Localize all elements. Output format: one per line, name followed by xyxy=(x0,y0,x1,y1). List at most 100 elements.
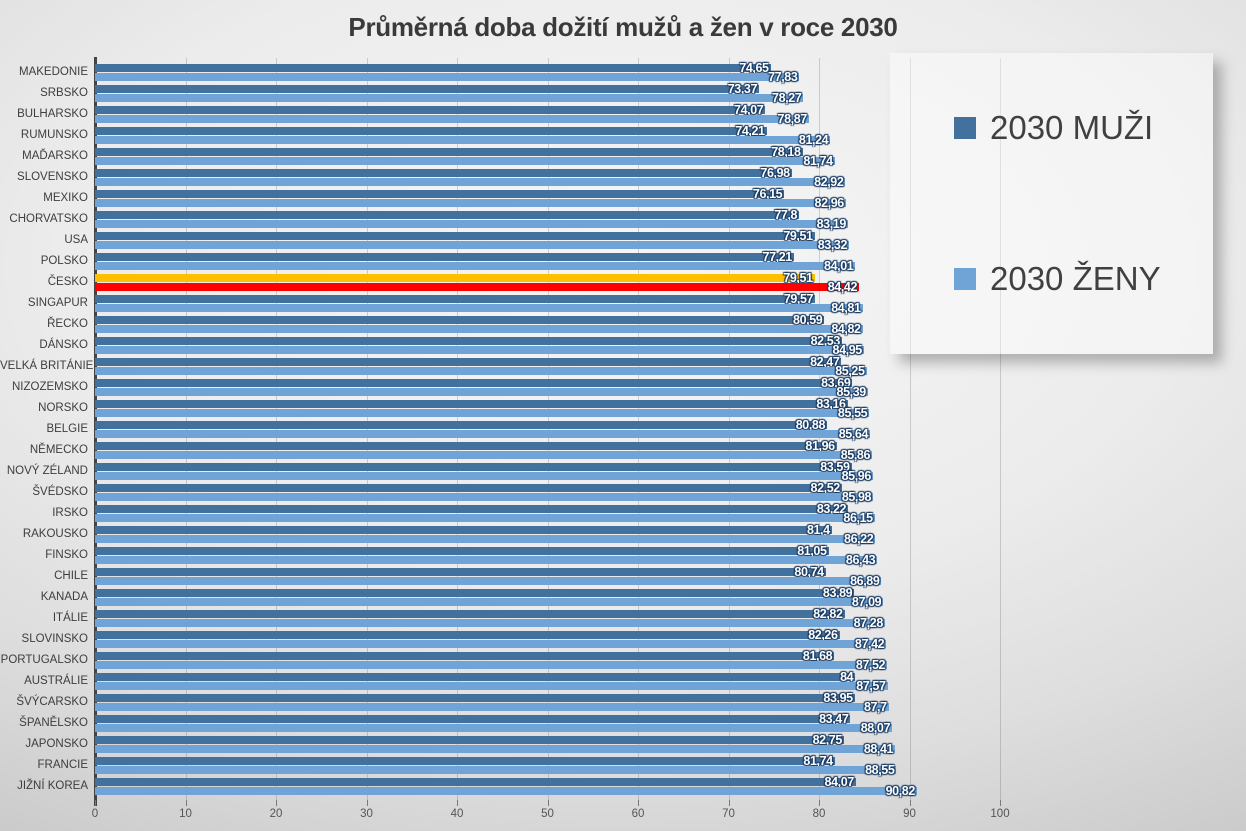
chart-row: POLSKO 77,21 84,01 xyxy=(0,250,1246,273)
bar-value-label: 84,82 xyxy=(831,322,861,336)
category-label: PORTUGALSKO xyxy=(0,654,88,666)
bar-muzi: 80,88 xyxy=(95,418,827,432)
gridline xyxy=(457,58,458,800)
bar-value-label: 76,98 xyxy=(760,166,790,180)
bar-value-label: 82,53 xyxy=(810,334,841,348)
bar-value-label: 88,55 xyxy=(865,763,895,777)
category-label: ŘECKO xyxy=(47,318,88,330)
chart-row: VELKÁ BRITÁNIE 82,47 85,25 xyxy=(0,355,1246,378)
bar-muzi: 77,8 xyxy=(95,208,800,222)
axis-tick-label: 50 xyxy=(541,808,554,820)
chart-row: KANADA 83,89 87,09 xyxy=(0,586,1246,609)
bar-value-label: 83,16 xyxy=(816,397,846,411)
bar-value-label: 83,69 xyxy=(821,376,851,390)
bar-value-label: 84,01 xyxy=(824,259,854,273)
bar-muzi: 83,16 xyxy=(95,397,848,411)
bar-zeny: 86,89 xyxy=(95,574,882,588)
bar-value-label: 79,57 xyxy=(783,292,814,306)
chart-row: JAPONSKO 82,75 88,41 xyxy=(0,733,1246,756)
bar-value-label: 86,89 xyxy=(850,574,880,588)
chart-row: ŠVÉDSKO 82,52 85,98 xyxy=(0,481,1246,504)
category-label: SLOVINSKO xyxy=(21,633,88,645)
bar-zeny: 87,42 xyxy=(95,637,887,651)
category-label: ČESKO xyxy=(47,276,88,288)
bar-zeny: 84,01 xyxy=(95,259,856,273)
bar-value-label: 86,22 xyxy=(844,532,874,546)
category-label: JIŽNÍ KOREA xyxy=(17,780,88,792)
category-label: MAĎARSKO xyxy=(22,150,88,162)
axis-tick-label: 40 xyxy=(450,808,464,820)
chart-row: BELGIE 80,88 85,64 xyxy=(0,418,1246,441)
bar-value-label: 83,95 xyxy=(823,691,853,705)
bar-zeny: 87,7 xyxy=(95,700,889,714)
bar-value-label: 78,27 xyxy=(772,91,802,105)
category-label: NOVÝ ZÉLAND xyxy=(6,465,88,477)
axis-tick xyxy=(185,800,187,806)
category-label: IRSKO xyxy=(52,507,88,519)
chart-row: SLOVENSKO 76,98 82,92 xyxy=(0,166,1246,189)
bar-muzi: 82,26 xyxy=(95,628,840,642)
gridline xyxy=(276,58,277,800)
bar-zeny: 87,09 xyxy=(95,595,884,609)
bar-value-label: 85,64 xyxy=(838,427,869,441)
bar-pair: 81,05 86,43 xyxy=(95,544,1246,567)
bar-zeny: 83,32 xyxy=(95,238,849,252)
bar-pair: 83,95 87,7 xyxy=(95,691,1246,714)
chart-row: IRSKO 83,22 86,15 xyxy=(0,502,1246,525)
bar-value-label: 85,39 xyxy=(836,385,867,399)
bar-pair: 79,51 84,42 xyxy=(95,271,1246,294)
chart-row: FRANCIE 81,74 88,55 xyxy=(0,754,1246,777)
legend-item-zeny: 2030 ŽENY xyxy=(954,259,1161,299)
bar-zeny: 85,55 xyxy=(95,406,870,420)
chart-title: Průměrná doba dožití mužů a žen v roce 2… xyxy=(348,12,898,42)
bar-pair: 80,59 84,82 xyxy=(95,313,1246,336)
bar-zeny: 84,81 xyxy=(95,301,863,315)
category-label: SINGAPUR xyxy=(27,297,88,309)
chart-row: AUSTRÁLIE 84 87,57 xyxy=(0,670,1246,693)
bar-value-label: 81,68 xyxy=(802,649,833,663)
category-label: FRANCIE xyxy=(37,759,88,771)
bar-value-label: 83,19 xyxy=(816,217,847,231)
category-label: CHILE xyxy=(54,570,88,582)
bar-zeny: 86,43 xyxy=(95,553,878,567)
legend-item-muzi: 2030 MUŽI xyxy=(954,108,1153,148)
bar-muzi: 81,68 xyxy=(95,649,835,663)
bar-muzi: 73,37 xyxy=(95,82,759,96)
plot-rows: MAKEDONIE 74,65 77,83 SRBSKO 73,37 78,27 BULHA… xyxy=(0,61,1246,798)
category-label: ITÁLIE xyxy=(52,612,88,624)
bar-muzi: 74,65 xyxy=(95,61,771,75)
bar-value-label: 74,21 xyxy=(735,124,765,138)
bar-value-label: 83,22 xyxy=(816,502,847,516)
bar-value-label: 84,07 xyxy=(824,775,855,789)
bar-value-label: 82,82 xyxy=(813,607,843,621)
category-label: RAKOUSKO xyxy=(22,528,88,540)
category-label: SRBSKO xyxy=(40,87,88,99)
gridline xyxy=(638,58,639,800)
bar-value-label: 84,81 xyxy=(831,301,861,315)
axis-tick-label: 10 xyxy=(179,808,192,820)
category-label: FINSKO xyxy=(45,549,88,561)
chart-row: BULHARSKO 74,07 78,87 xyxy=(0,103,1246,126)
bar-value-label: 76,15 xyxy=(752,187,783,201)
bar-pair: 82,52 85,98 xyxy=(95,481,1246,504)
category-label: NĚMECKO xyxy=(29,444,88,456)
axis-tick xyxy=(819,800,820,806)
bar-pair: 80,74 86,89 xyxy=(95,565,1246,588)
gridline xyxy=(1000,58,1001,800)
bar-value-label: 87,09 xyxy=(851,595,882,609)
bar-value-label: 81,74 xyxy=(803,154,833,168)
axis-tick-label: 0 xyxy=(91,808,99,820)
bar-pair: 83,22 86,15 xyxy=(95,502,1246,525)
legend-label-muzi: 2030 MUŽI xyxy=(990,109,1154,146)
axis-tick xyxy=(457,800,458,806)
bar-value-label: 77,83 xyxy=(768,70,798,84)
bar-muzi: 83,47 xyxy=(95,712,851,726)
bar-pair: 80,88 85,64 xyxy=(95,418,1246,441)
axis-tick-label: 70 xyxy=(722,808,735,820)
axis-tick xyxy=(547,800,549,806)
bar-pair: 74,21 81,24 xyxy=(95,124,1246,147)
axis-tick-label: 20 xyxy=(269,808,283,820)
bar-value-label: 78,87 xyxy=(777,112,808,126)
bar-value-label: 83,89 xyxy=(822,586,853,600)
chart-row: NIZOZEMSKO 83,69 85,39 xyxy=(0,376,1246,399)
